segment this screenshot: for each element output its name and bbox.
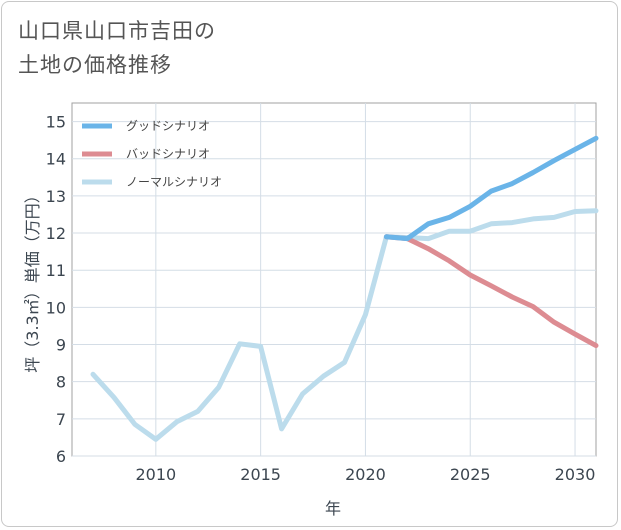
chart-title: 山口県山口市吉田の 土地の価格推移: [18, 14, 216, 82]
series-line-3: [90, 208, 599, 442]
y-axis-title: 坪（3.3㎡）単価（万円）: [23, 187, 42, 372]
x-tick-label: 2030: [555, 465, 596, 484]
x-tick-label: 2010: [135, 465, 176, 484]
chart-title-line-2: 土地の価格推移: [18, 53, 172, 77]
plot-area: [71, 102, 597, 457]
y-tick-label: 9: [56, 336, 66, 355]
legend-label: ノーマルシナリオ: [126, 175, 222, 189]
y-tick-label: 10: [46, 298, 66, 317]
chart-title-line-1: 山口県山口市吉田の: [18, 19, 216, 43]
series-line-2: [383, 234, 599, 349]
y-tick-label: 15: [46, 113, 66, 132]
grid-lines: [72, 103, 596, 457]
x-tick-label: 2015: [240, 465, 281, 484]
series-line-1: [383, 135, 599, 242]
y-tick-label: 11: [46, 261, 66, 280]
y-tick-label: 6: [56, 447, 66, 466]
x-tick-label: 2025: [450, 465, 491, 484]
x-tick-label: 2020: [345, 465, 386, 484]
y-tick-label: 13: [46, 187, 66, 206]
series-group: [90, 135, 599, 442]
y-tick-label: 14: [46, 150, 66, 169]
tick-labels: 6 7 8 9 10 11 12 13 14 15 2010 2015 2020 2025 2030: [46, 113, 596, 484]
legend-label: グッドシナリオ: [126, 119, 210, 133]
legend-label: バッドシナリオ: [126, 147, 210, 161]
y-tick-label: 8: [56, 373, 66, 392]
y-tick-label: 7: [56, 410, 66, 429]
x-axis-title: 年: [325, 499, 341, 518]
y-tick-label: 12: [46, 224, 66, 243]
